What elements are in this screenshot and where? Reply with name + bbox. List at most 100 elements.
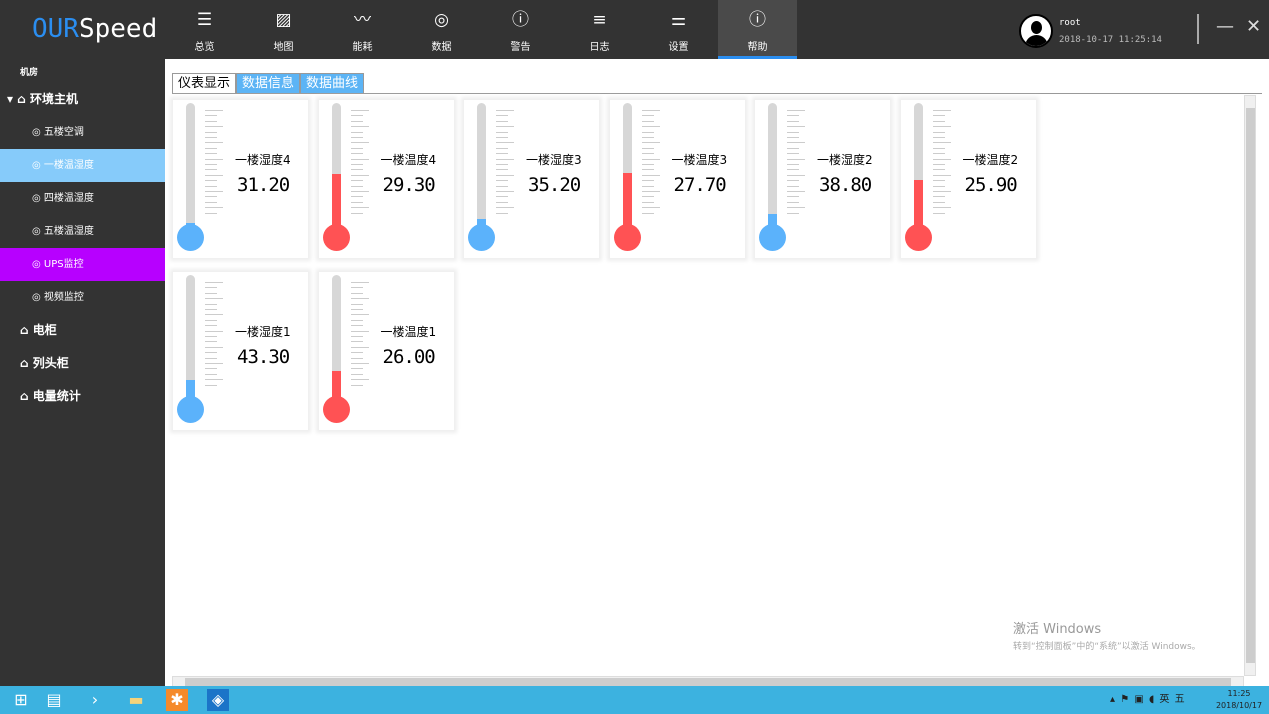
sidebar-group-env-host[interactable]: ▾ ⌂ 环境主机 <box>0 83 165 116</box>
scroll-thumb[interactable] <box>1246 108 1255 663</box>
thermometer-bulb <box>177 396 204 423</box>
nav-5[interactable]: ≡ 日志 <box>560 0 639 59</box>
scale-tick <box>205 201 217 203</box>
scale-tick <box>350 303 363 305</box>
scale-tick <box>205 115 217 117</box>
title-bar: OURSpeed ☰ 总览 ▨ 地图 〰能耗 ◎ 数据 ⓘ 警告 ≡ 日志 ⚌ 设置 ⓘ 帮助 root 2… <box>0 0 1269 59</box>
scale-tick <box>641 158 660 160</box>
scale <box>350 110 369 215</box>
gauge-value: 25.90 <box>964 174 1018 196</box>
tab[interactable]: 仪表显示 <box>172 73 237 93</box>
gauge-card: 一楼温度1 26.00 <box>318 272 454 430</box>
scale-tick <box>932 110 951 111</box>
scale-tick <box>641 131 654 133</box>
group-label: 列头柜 <box>32 356 69 370</box>
nav-4[interactable]: ⓘ 警告 <box>481 0 560 59</box>
scale-tick <box>205 368 217 370</box>
avatar-icon[interactable] <box>1019 14 1053 48</box>
nav-7[interactable]: ⓘ 帮助 <box>718 0 797 59</box>
scale-tick <box>350 115 363 117</box>
sidebar-item[interactable]: ◎ 五楼空调 <box>0 116 165 149</box>
thermometer-bulb <box>322 224 350 251</box>
sidebar-item[interactable]: ◎ UPS监控 <box>0 248 165 281</box>
scale-tick <box>205 319 217 321</box>
sidebar-item[interactable]: ◎ 一楼温湿度 <box>0 149 165 182</box>
scale-tick <box>496 185 508 187</box>
scale-tick <box>205 158 223 160</box>
scale-tick <box>205 110 223 111</box>
gauge-label: 一楼湿度3 <box>526 153 582 167</box>
scale <box>205 110 223 215</box>
thermometer-bulb <box>177 224 204 251</box>
tab[interactable]: 数据曲线 <box>300 73 365 93</box>
nav-6[interactable]: ⚌ 设置 <box>639 0 718 59</box>
start-icon[interactable]: ⊞ <box>14 690 28 709</box>
alert-icon: ⓘ <box>512 10 529 30</box>
scale-tick <box>932 207 951 209</box>
map-icon: ▨ <box>275 10 292 30</box>
scale-tick <box>205 142 223 144</box>
nav-0[interactable]: ☰ 总览 <box>165 0 244 59</box>
sidebar-item[interactable]: ◎ 视频监控 <box>0 281 165 314</box>
minimize-button[interactable]: — <box>1216 16 1234 37</box>
expand-arrow-icon[interactable]: ▾ <box>7 92 14 106</box>
sidebar-item[interactable]: ◎ 五楼温湿度 <box>0 215 165 248</box>
app-icon[interactable]: ◈ <box>207 689 229 711</box>
thermometer-bulb <box>904 224 932 251</box>
scale-tick <box>350 126 369 128</box>
scale-tick <box>350 384 363 386</box>
gauge-icon: ◎ <box>32 160 41 171</box>
scale-tick <box>787 131 799 133</box>
scale-tick <box>496 137 508 138</box>
xampp-icon[interactable]: ✱ <box>166 689 188 711</box>
scale-tick <box>205 169 217 171</box>
gauge-icon: ◎ <box>32 226 41 237</box>
scale-tick <box>350 207 369 209</box>
home-icon: ⌂ <box>20 323 29 337</box>
gauge-value: 43.30 <box>237 346 290 368</box>
nav-2[interactable]: 〰能耗 <box>323 0 402 59</box>
scale-tick <box>205 287 217 289</box>
thermometer-tube <box>186 275 195 405</box>
scale-tick <box>350 330 369 332</box>
scale-tick <box>641 169 654 171</box>
server-manager-icon[interactable]: ▤ <box>46 690 62 709</box>
tab[interactable]: 数据信息 <box>236 73 301 93</box>
scale-tick <box>205 309 217 310</box>
pulse-icon: 〰 <box>354 10 371 30</box>
sidebar-group[interactable]: ⌂ 列头柜 <box>0 347 165 380</box>
scale-tick <box>205 120 217 122</box>
scale-tick <box>205 363 223 364</box>
scale <box>787 110 805 215</box>
vertical-scrollbar[interactable] <box>1244 95 1256 676</box>
nav-3[interactable]: ◎ 数据 <box>402 0 481 59</box>
scale <box>205 282 223 387</box>
gauge-value: 27.70 <box>673 174 727 196</box>
scale-tick <box>350 196 363 198</box>
scale <box>496 110 514 215</box>
gauge-icon: ◎ <box>32 292 41 303</box>
nav-1[interactable]: ▨ 地图 <box>244 0 323 59</box>
sidebar-group[interactable]: ⌂ 电柜 <box>0 314 165 347</box>
list-icon: ☰ <box>196 10 213 30</box>
gauge-icon: ◎ <box>32 259 41 270</box>
close-button[interactable]: ✕ <box>1246 16 1262 37</box>
scale-tick <box>787 115 799 117</box>
scale-tick <box>350 147 363 149</box>
scroll-thumb[interactable] <box>185 678 1231 686</box>
taskbar-clock[interactable]: 11:25 2018/10/17 <box>1214 688 1264 712</box>
home-icon: ⌂ <box>20 356 29 370</box>
main-nav: ☰ 总览 ▨ 地图 〰能耗 ◎ 数据 ⓘ 警告 ≡ 日志 ⚌ 设置 ⓘ 帮助 <box>165 0 797 59</box>
scale-tick <box>787 185 799 187</box>
scale-tick <box>496 191 514 192</box>
powershell-icon[interactable]: › <box>91 690 99 709</box>
explorer-icon[interactable]: ▬ <box>128 690 144 709</box>
scale-tick <box>496 126 514 128</box>
thermometer-bulb <box>613 224 641 251</box>
sidebar-item[interactable]: ◎ 四楼温湿度 <box>0 182 165 215</box>
scale-tick <box>350 357 363 359</box>
system-tray[interactable]: ▴ ⚑ ▣ ◖ 英 五 <box>1110 694 1186 705</box>
item-label: 视频监控 <box>43 292 84 303</box>
scale-tick <box>641 126 660 128</box>
sidebar-group[interactable]: ⌂ 电量统计 <box>0 380 165 413</box>
